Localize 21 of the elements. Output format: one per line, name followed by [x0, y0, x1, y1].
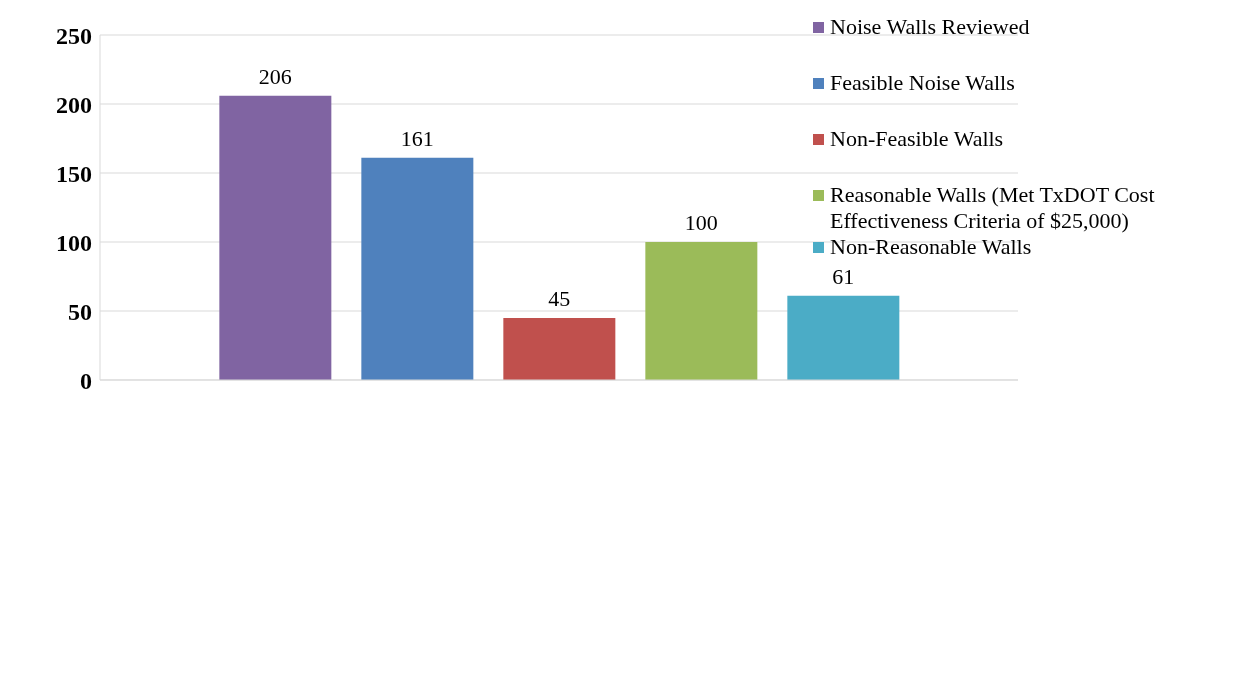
- data-label: 161: [400, 125, 434, 151]
- legend-label: Reasonable Walls (Met TxDOT Cost Effectiveness Criteria of $25,000): [830, 182, 1156, 234]
- legend-label: Noise Walls Reviewed: [830, 14, 1030, 40]
- y-tick-label: 200: [56, 91, 92, 118]
- data-label: 100: [684, 210, 718, 235]
- data-label: 206: [258, 63, 292, 89]
- y-tick-label: 100: [56, 229, 92, 256]
- y-tick-label: 50: [68, 298, 92, 325]
- bar: [787, 295, 900, 380]
- legend-label: Feasible Noise Walls: [830, 70, 1015, 96]
- data-label: 45: [548, 285, 571, 311]
- data-label: 61: [832, 263, 855, 289]
- bar: [503, 317, 616, 380]
- bar: [219, 95, 332, 380]
- legend-label: Non-Reasonable Walls: [830, 234, 1032, 260]
- y-tick-label: 0: [80, 367, 92, 394]
- bar: [645, 242, 758, 380]
- y-tick-label: 150: [56, 160, 92, 187]
- bar: [361, 157, 474, 380]
- y-tick-label: 250: [56, 22, 92, 49]
- legend-label: Non-Feasible Walls: [830, 126, 1004, 152]
